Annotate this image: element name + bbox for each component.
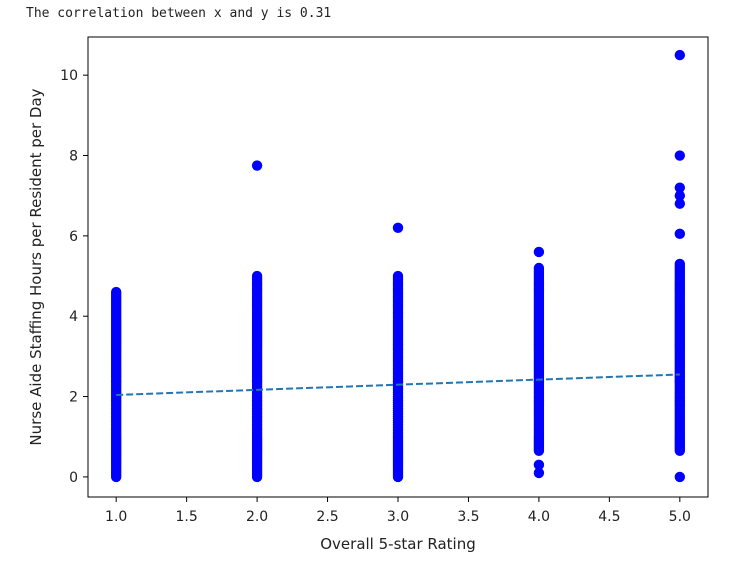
x-tick-label: 3.0 bbox=[387, 509, 409, 525]
data-point bbox=[674, 182, 686, 193]
data-point bbox=[674, 150, 686, 161]
y-axis-label: Nurse Aide Staffing Hours per Resident p… bbox=[27, 88, 45, 445]
y-ticks: 0 2 4 6 8 10 bbox=[60, 68, 88, 486]
data-point bbox=[392, 270, 404, 282]
data-point bbox=[674, 228, 686, 240]
x-tick-label: 3.5 bbox=[457, 509, 479, 525]
x-tick-label: 2.5 bbox=[316, 509, 338, 525]
x-tick-label: 1.0 bbox=[105, 509, 127, 525]
y-tick-label: 0 bbox=[69, 470, 78, 486]
x-tick-label: 5.0 bbox=[669, 509, 691, 525]
correlation-output: The correlation between x and y is 0.31 bbox=[26, 6, 332, 21]
data-point bbox=[533, 467, 545, 479]
trend-line bbox=[116, 373, 680, 396]
y-tick-label: 6 bbox=[69, 229, 78, 245]
data-point bbox=[392, 222, 404, 234]
x-tick-label: 2.0 bbox=[246, 509, 268, 525]
x-tick-label: 4.5 bbox=[598, 509, 620, 525]
data-point bbox=[674, 258, 686, 270]
y-tick-label: 4 bbox=[69, 309, 78, 325]
data-point bbox=[674, 198, 686, 209]
data-point bbox=[674, 190, 686, 201]
points-layer bbox=[110, 49, 686, 483]
y-tick-label: 8 bbox=[69, 149, 78, 165]
data-point bbox=[533, 246, 545, 258]
y-tick-label: 2 bbox=[69, 390, 78, 406]
x-axis-label: Overall 5-star Rating bbox=[320, 535, 476, 553]
data-point bbox=[110, 286, 122, 298]
data-point bbox=[251, 160, 263, 171]
data-point bbox=[251, 270, 263, 282]
data-point bbox=[533, 262, 545, 274]
data-point bbox=[533, 459, 545, 471]
x-ticks: 1.0 1.5 2.0 2.5 3.0 3.5 4.0 4.5 5.0 bbox=[105, 497, 691, 525]
x-tick-label: 4.0 bbox=[528, 509, 550, 525]
trend-layer bbox=[116, 373, 680, 396]
y-tick-label: 10 bbox=[60, 68, 78, 84]
data-point bbox=[674, 471, 686, 483]
data-point bbox=[674, 49, 686, 61]
x-tick-label: 1.5 bbox=[176, 509, 198, 525]
